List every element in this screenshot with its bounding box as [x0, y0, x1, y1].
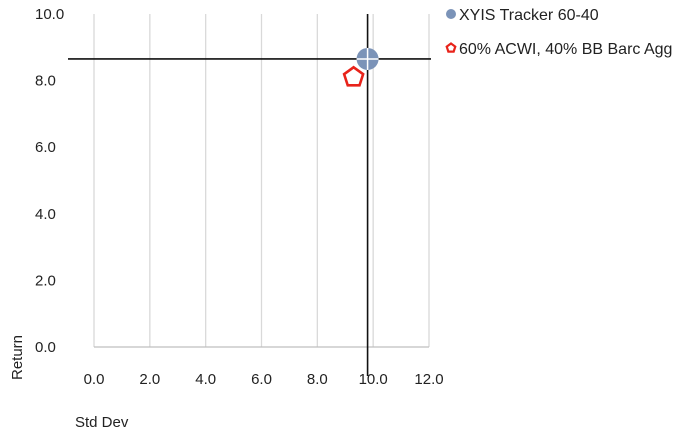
x-tick-label: 6.0: [251, 371, 272, 388]
x-tick-label: 4.0: [195, 371, 216, 388]
point-60-acwi-40-bb-barc-agg: [342, 65, 365, 87]
grid-lines: [93, 14, 430, 347]
x-tick-label: 2.0: [139, 371, 160, 388]
legend-label: XYIS Tracker 60-40: [459, 7, 599, 24]
y-tick-label: 0.0: [35, 339, 56, 356]
tick-labels: 0.0 2.0 4.0 6.0 8.0 10.0 12.0 0.0 2.0 4.0 6.0 8.0 10…: [35, 6, 444, 388]
y-axis-title: Return: [9, 335, 26, 380]
x-tick-label: 0.0: [84, 371, 105, 388]
legend: XYIS Tracker 60-40 60% ACWI, 40% BB Barc …: [445, 7, 672, 58]
y-tick-label: 8.0: [35, 73, 56, 90]
crosshair: [68, 14, 431, 376]
y-tick-label: 10.0: [35, 6, 64, 23]
y-tick-label: 6.0: [35, 139, 56, 156]
legend-marker-pentagon: [445, 42, 457, 53]
x-axis-title: Std Dev: [75, 414, 129, 431]
x-tick-label: 12.0: [414, 371, 443, 388]
data-points: [342, 47, 379, 87]
y-tick-label: 2.0: [35, 272, 56, 289]
y-tick-label: 4.0: [35, 206, 56, 223]
x-tick-label: 10.0: [359, 371, 388, 388]
legend-marker-circle: [446, 9, 456, 19]
x-tick-label: 8.0: [307, 371, 328, 388]
legend-label: 60% ACWI, 40% BB Barc Agg: [459, 41, 672, 58]
